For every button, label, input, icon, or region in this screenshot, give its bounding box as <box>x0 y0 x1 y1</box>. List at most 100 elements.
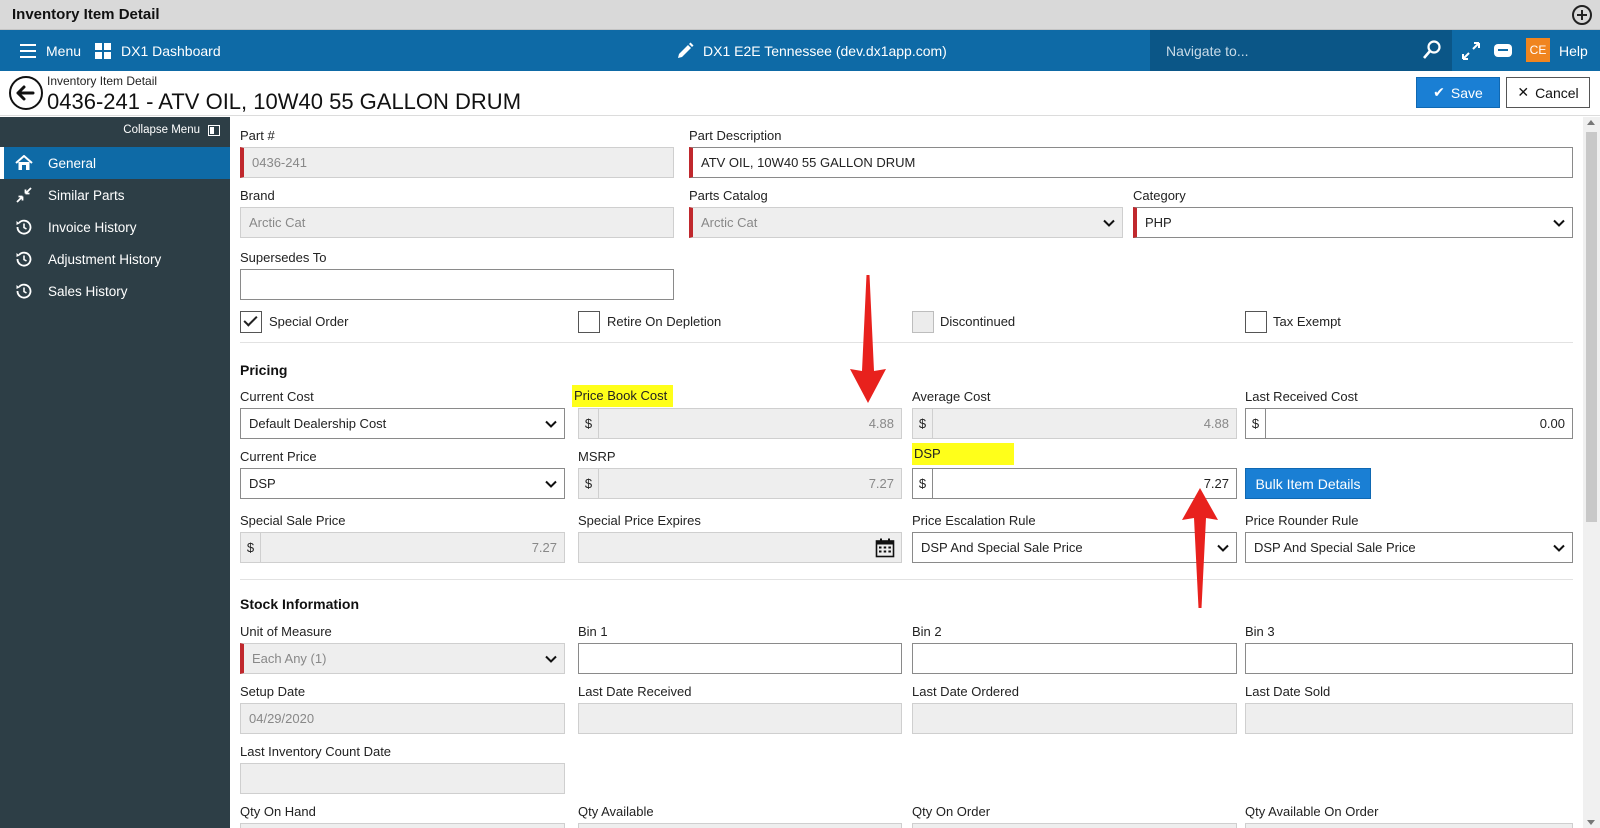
collapse-menu-label: Collapse Menu <box>123 124 200 136</box>
price-escalation-rule-select[interactable]: DSP And Special Sale Price <box>912 532 1237 563</box>
save-button[interactable]: ✔ Save <box>1416 77 1500 108</box>
price-book-cost-label: Price Book Cost <box>572 385 674 407</box>
last-received-cost-field[interactable]: $ 0.00 <box>1245 408 1573 439</box>
hamburger-icon <box>20 43 36 58</box>
window-title: Inventory Item Detail <box>12 6 160 23</box>
current-cost-select[interactable]: Default Dealership Cost <box>240 408 565 439</box>
app-nav-bar: Menu DX1 Dashboard DX1 E2E Tennessee (de… <box>0 30 1600 71</box>
sidebar-item-adjustment-history[interactable]: Adjustment History <box>0 243 230 275</box>
part-number-field[interactable]: 0436-241 <box>240 147 674 178</box>
dsp-value: 7.27 <box>1203 476 1229 491</box>
sidebar-item-invoice-history[interactable]: Invoice History <box>0 211 230 243</box>
unit-of-measure-value: Each Any (1) <box>252 651 327 666</box>
chevron-down-icon <box>1553 544 1565 552</box>
part-description-field[interactable]: ATV OIL, 10W40 55 GALLON DRUM <box>689 147 1573 178</box>
current-price-label: Current Price <box>240 449 317 464</box>
brand-label: Brand <box>240 188 275 203</box>
chevron-down-icon <box>545 655 557 663</box>
special-price-expires-field[interactable] <box>578 532 902 563</box>
qty-available-label: Qty Available <box>578 804 654 819</box>
unit-of-measure-select[interactable]: Each Any (1) <box>240 643 565 674</box>
sidebar-item-label: Sales History <box>48 283 128 299</box>
last-date-received-field[interactable] <box>578 703 902 734</box>
qty-available-on-order-label: Qty Available On Order <box>1245 804 1379 819</box>
chat-icon[interactable] <box>1492 40 1514 62</box>
history-icon <box>14 282 34 300</box>
currency-symbol: $ <box>579 469 599 498</box>
sidebar-item-sales-history[interactable]: Sales History <box>0 275 230 307</box>
calendar-icon[interactable] <box>875 538 895 558</box>
annotation-arrow-down <box>850 275 886 403</box>
navigate-search-input[interactable] <box>1150 30 1380 71</box>
bin-1-field[interactable] <box>578 643 902 674</box>
discontinued-label: Discontinued <box>940 314 1016 329</box>
part-number-label: Part # <box>240 128 275 143</box>
special-order-checkbox[interactable] <box>240 311 262 333</box>
page-header: Inventory Item Detail 0436-241 - ATV OIL… <box>0 71 1600 116</box>
last-date-sold-label: Last Date Sold <box>1245 684 1331 699</box>
last-date-sold-field[interactable] <box>1245 703 1573 734</box>
current-cost-label: Current Cost <box>240 389 314 404</box>
setup-date-field[interactable]: 04/29/2020 <box>240 703 565 734</box>
parts-catalog-select[interactable]: Arctic Cat <box>689 207 1123 238</box>
setup-date-label: Setup Date <box>240 684 306 699</box>
sidebar-item-general[interactable]: General <box>0 147 230 179</box>
content-scrollbar[interactable] <box>1583 117 1600 828</box>
search-icon[interactable] <box>1422 40 1442 60</box>
qty-on-hand-label: Qty On Hand <box>240 804 316 819</box>
dsp-field[interactable]: $ 7.27 <box>912 468 1237 499</box>
bin-2-field[interactable] <box>912 643 1237 674</box>
cancel-label: Cancel <box>1535 84 1579 101</box>
special-sale-price-field[interactable]: $ 7.27 <box>240 532 565 563</box>
menu-button[interactable]: Menu <box>20 30 81 71</box>
price-book-cost-field[interactable]: $ 4.88 <box>578 408 902 439</box>
bin-3-field[interactable] <box>1245 643 1573 674</box>
cancel-button[interactable]: ✕ Cancel <box>1506 77 1590 108</box>
qty-available-field[interactable] <box>578 823 902 828</box>
brand-field[interactable]: Arctic Cat <box>240 207 674 238</box>
scrollbar-thumb[interactable] <box>1586 132 1597 522</box>
help-link[interactable]: Help <box>1559 42 1588 59</box>
back-button[interactable] <box>9 76 43 110</box>
qty-on-order-label: Qty On Order <box>912 804 991 819</box>
scroll-up-icon[interactable] <box>1587 120 1595 125</box>
category-label: Category <box>1133 188 1186 203</box>
bulk-item-details-button[interactable]: Bulk Item Details <box>1245 468 1371 499</box>
environment-indicator[interactable]: DX1 E2E Tennessee (dev.dx1app.com) <box>676 30 947 71</box>
scroll-down-icon[interactable] <box>1587 820 1595 825</box>
average-cost-value: 4.88 <box>1203 416 1229 431</box>
tax-exempt-checkbox[interactable] <box>1245 311 1267 333</box>
bin-3-label: Bin 3 <box>1245 624 1275 639</box>
chevron-down-icon <box>1217 544 1229 552</box>
add-window-icon[interactable] <box>1572 5 1592 25</box>
special-order-label: Special Order <box>269 314 349 329</box>
qty-on-hand-field[interactable] <box>240 823 565 828</box>
chevron-down-icon <box>545 480 557 488</box>
discontinued-checkbox[interactable] <box>912 311 934 333</box>
msrp-field[interactable]: $ 7.27 <box>578 468 902 499</box>
sidebar-item-label: Similar Parts <box>48 187 125 203</box>
sidebar-item-similar-parts[interactable]: Similar Parts <box>0 179 230 211</box>
sidebar-item-label: Invoice History <box>48 219 137 235</box>
divider <box>240 579 1573 580</box>
avatar[interactable]: CE <box>1526 38 1550 62</box>
supersedes-to-field[interactable] <box>240 269 674 300</box>
home-icon <box>14 154 34 172</box>
retire-on-depletion-checkbox[interactable] <box>578 311 600 333</box>
price-rounder-rule-select[interactable]: DSP And Special Sale Price <box>1245 532 1573 563</box>
last-date-ordered-field[interactable] <box>912 703 1237 734</box>
dashboard-link[interactable]: DX1 Dashboard <box>95 30 221 71</box>
last-inventory-count-date-field[interactable] <box>240 763 565 794</box>
expand-icon[interactable] <box>1460 40 1482 62</box>
collapse-menu-button[interactable]: Collapse Menu <box>123 124 220 136</box>
special-sale-price-label: Special Sale Price <box>240 513 346 528</box>
average-cost-field[interactable]: $ 4.88 <box>912 408 1237 439</box>
average-cost-label: Average Cost <box>912 389 991 404</box>
qty-available-on-order-field[interactable] <box>1245 823 1573 828</box>
current-price-select[interactable]: DSP <box>240 468 565 499</box>
chevron-down-icon <box>1103 219 1115 227</box>
divider <box>240 342 1573 343</box>
category-value: PHP <box>1145 215 1172 230</box>
category-select[interactable]: PHP <box>1133 207 1573 238</box>
qty-on-order-field[interactable] <box>912 823 1237 828</box>
